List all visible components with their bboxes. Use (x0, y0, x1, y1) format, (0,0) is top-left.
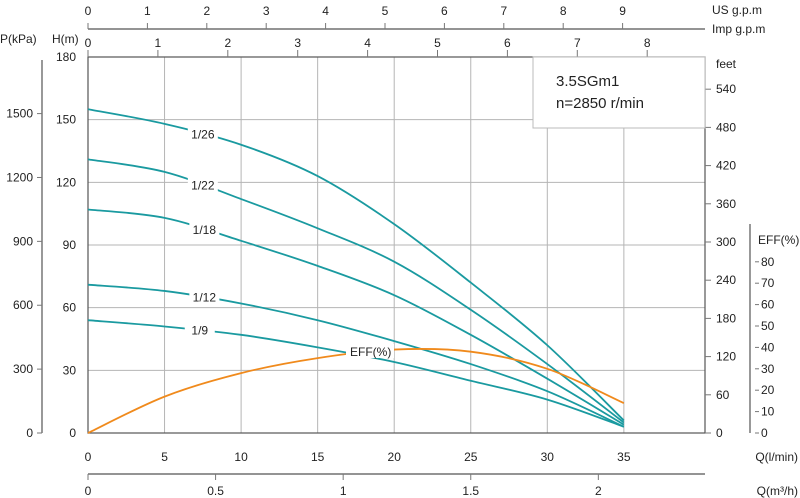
x-tick-label: 35 (617, 450, 631, 464)
eff-tick-label: 10 (761, 405, 775, 419)
imp-gpm-tick-label: 0 (85, 36, 92, 50)
imp-gpm-tick-label: 6 (504, 36, 511, 50)
x-tick-label: 0 (85, 450, 92, 464)
curve-label: 1/26 (191, 127, 215, 141)
x-axis-title: Q(l/min) (755, 450, 798, 464)
curve-label-bg (184, 322, 215, 337)
y-tick-label: 30 (63, 363, 77, 377)
x-tick-label: 15 (311, 450, 325, 464)
eff-curve-label: EFF(%) (350, 345, 391, 359)
eff-tick-label: 80 (761, 255, 775, 269)
y-tick-label: 60 (63, 301, 77, 315)
kpa-tick-label: 300 (13, 362, 33, 376)
x-tick-label: 30 (541, 450, 555, 464)
imp-gpm-tick-label: 1 (155, 36, 162, 50)
curve-label: 1/12 (193, 290, 217, 304)
imp-gpm-tick-label: 5 (434, 36, 441, 50)
eff-tick-label: 50 (761, 319, 775, 333)
x-tick-label: 5 (161, 450, 168, 464)
m3h-axis-title: Q(m³/h) (757, 484, 798, 498)
eff-tick-label: 40 (761, 340, 775, 354)
feet-tick-label: 480 (716, 120, 736, 134)
y-tick-label: 0 (69, 426, 76, 440)
us-gpm-tick-label: 4 (322, 4, 329, 18)
imp-gpm-tick-label: 3 (294, 36, 301, 50)
us-gpm-tick-label: 0 (85, 4, 92, 18)
kpa-tick-label: 1500 (6, 107, 33, 121)
plot-frame (87, 56, 706, 434)
us-gpm-axis-title: US g.p.m (712, 3, 762, 17)
curve-label-bg (187, 177, 218, 192)
imp-gpm-tick-label: 2 (224, 36, 231, 50)
chart-title: 3.5SGm1 (556, 73, 619, 90)
curve-label: 1/22 (191, 178, 215, 192)
curve-label-bg (187, 126, 218, 141)
m3h-tick-label: 0.5 (207, 484, 224, 498)
feet-tick-label: 240 (716, 273, 736, 287)
eff-tick-label: 30 (761, 362, 775, 376)
series (87, 108, 625, 434)
kpa-tick-label: 900 (13, 234, 33, 248)
eff-axis-title: EFF(%) (758, 233, 799, 247)
feet-tick-label: 300 (716, 235, 736, 249)
imp-gpm-tick-label: 7 (574, 36, 581, 50)
feet-tick-label: 420 (716, 159, 736, 173)
eff-tick-label: 20 (761, 383, 775, 397)
pump-curve-1-22 (87, 158, 625, 424)
us-gpm-tick-label: 5 (382, 4, 389, 18)
eff-tick-label: 70 (761, 276, 775, 290)
feet-axis-title: feet (716, 57, 737, 71)
x-tick-label: 10 (234, 450, 248, 464)
labels: 1/26 1/22 1/18 1/12 1/9 EFF(%) (184, 126, 394, 359)
feet-tick-label: 180 (716, 311, 736, 325)
kpa-tick-label: 0 (26, 426, 33, 440)
us-gpm-tick-label: 2 (203, 4, 210, 18)
pump-curve-1-12 (87, 283, 625, 428)
curve-label: 1/18 (193, 223, 217, 237)
kpa-tick-label: 600 (13, 298, 33, 312)
m3h-tick-label: 2 (595, 484, 602, 498)
y-axis-title: H(m) (52, 32, 79, 46)
curve-label-bg (189, 289, 220, 304)
eff-tick-label: 0 (761, 426, 768, 440)
us-gpm-tick-label: 8 (560, 4, 567, 18)
pump-curve-1-9 (87, 319, 625, 428)
us-gpm-tick-label: 9 (619, 4, 626, 18)
feet-tick-label: 0 (716, 426, 723, 440)
eff-tick-label: 60 (761, 298, 775, 312)
feet-tick-label: 360 (716, 197, 736, 211)
chart-subtitle: n=2850 r/min (556, 95, 644, 112)
us-gpm-tick-label: 1 (144, 4, 151, 18)
feet-tick-label: 120 (716, 350, 736, 364)
m3h-tick-label: 0 (85, 484, 92, 498)
feet-tick-label: 540 (716, 82, 736, 96)
imp-gpm-tick-label: 4 (364, 36, 371, 50)
eff-label-bg (346, 344, 394, 358)
m3h-tick-label: 1 (340, 484, 347, 498)
us-gpm-tick-label: 6 (441, 4, 448, 18)
us-gpm-tick-label: 3 (263, 4, 270, 18)
title-box: 3.5SGm1 n=2850 r/min (532, 56, 706, 129)
feet-tick-label: 60 (716, 388, 730, 402)
x-tick-label: 20 (388, 450, 402, 464)
curve-label-bg (189, 221, 220, 236)
pump-curve-1-26 (87, 108, 625, 422)
curve-label: 1/9 (191, 323, 208, 337)
us-gpm-tick-label: 7 (500, 4, 507, 18)
kpa-tick-label: 1200 (6, 170, 33, 184)
pump-curve-1-18 (87, 208, 625, 426)
imp-gpm-tick-label: 8 (644, 36, 651, 50)
imp-gpm-axis-title: Imp g.p.m (712, 22, 765, 36)
y-tick-label: 120 (56, 175, 76, 189)
y-tick-label: 180 (56, 50, 76, 64)
y-tick-label: 150 (56, 113, 76, 127)
m3h-tick-label: 1.5 (462, 484, 479, 498)
y-tick-label: 90 (63, 238, 77, 252)
kpa-axis-title: P(kPa) (0, 32, 37, 46)
x-tick-label: 25 (464, 450, 478, 464)
